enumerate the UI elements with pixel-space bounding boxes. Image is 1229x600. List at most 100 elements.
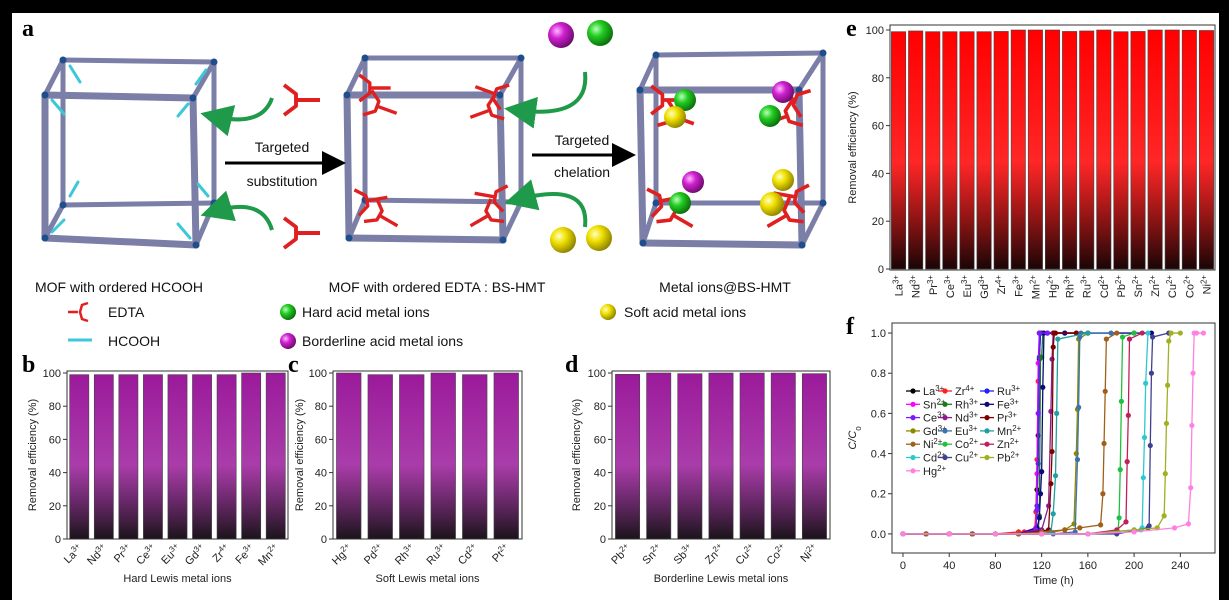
edta-ligand [766,196,804,228]
data-point [1200,330,1207,336]
data-point [1162,471,1168,477]
edta-ligand [474,184,509,213]
x-tick-label: Sn2+ [1131,275,1146,298]
y-tick-label: 40 [49,468,61,480]
data-point [1076,404,1082,410]
bar [925,31,941,270]
data-point [1062,527,1068,533]
legend-item: Hg2+ [906,463,946,478]
caption-hcooh-mof: MOF with ordered HCOOH [35,279,203,295]
legend-marker-icon [910,468,916,474]
y-tick-label: 80 [49,401,61,413]
data-point [1148,370,1155,376]
x-tick-label: Nd3+ [908,275,923,298]
plot-frame [611,370,831,540]
data-point [1114,330,1120,336]
data-point [1108,330,1114,336]
bar [1010,29,1026,270]
x-tick-label: Pb2+ [608,541,634,567]
y-tick-label: 80 [594,401,606,413]
legend-label: Ni2+ [923,437,943,452]
x-tick-label: Co2+ [1182,275,1197,298]
x-tick-label: Cu2+ [1165,275,1180,298]
hcooh-ligand [196,182,210,198]
data-point [1188,485,1194,491]
metal-node [361,54,369,62]
legend-item: Gd3+ [906,423,947,438]
x-tick-label: Cu2+ [732,541,759,568]
ion-charge: 3+ [937,410,946,419]
bar [493,372,519,540]
data-point [1185,521,1192,527]
x-tick-label: 200 [1125,560,1143,572]
edta-ligand [282,83,320,117]
legend-label: Sn2+ [923,397,946,412]
legend-marker-icon [910,415,916,421]
framework-rod [799,200,826,248]
bar [1096,29,1112,270]
data-point [1177,330,1183,336]
data-point [1146,523,1152,529]
arrow2-label-bottom: chelation [554,164,610,180]
data-point [1119,334,1126,340]
ion-symbol: Fe [1013,284,1025,297]
y-axis-label: Removal efficiency (%) [847,91,859,203]
bar [367,374,393,540]
bar-chart-d: d Pb2+Sn2+Sb3+Zn2+Cu2+Co2+ Ni2+ 0 20 40 60 80 10… [565,352,831,585]
bar [1113,31,1129,270]
ion-symbol: Nd [955,413,969,425]
series-hg [900,330,1207,537]
x-tick-label: Mn2+ [254,541,282,569]
ion-charge: 2+ [1199,275,1208,284]
legend-marker-icon [984,441,990,447]
legend-marker-icon [942,428,948,434]
framework-rod [343,91,353,242]
legend-item: Nd 3+ [938,410,978,425]
ion-charge: 3+ [1062,275,1071,284]
bar [167,374,188,540]
y-axis-label: C/C0 [847,426,863,449]
data-point [1123,519,1129,525]
x-tick-label: Sb3+ [670,541,696,567]
ion-symbol: Pr [928,284,940,295]
bar [942,31,958,270]
legend-label: Zr4+ [955,384,975,399]
metal-node [499,236,507,244]
y-tick-label: 40 [872,168,884,180]
data-point [1131,330,1137,336]
legend-item: Eu3+ [938,423,978,438]
bar [1181,29,1197,270]
framework-rod [637,52,659,93]
bar-chart-b: b La3+Nd3+Pr3+Ce3+Eu3+Gd3+Zr4+Fe3+Mn2+ 0 20… [22,352,289,585]
ion-charge: 3+ [968,423,977,432]
ion-symbol: Ni [923,439,933,451]
metal-node [798,241,806,249]
data-point [1116,515,1122,521]
ion-charge: 2+ [1045,275,1054,284]
hard-acid-ion [759,105,781,127]
ion-charge: 3+ [1079,275,1088,284]
data-point [1085,531,1091,537]
ion-symbol: Rh [1065,284,1077,298]
framework-rod [41,91,197,102]
data-point [1189,422,1195,429]
legend-label: Cu2+ [955,450,978,465]
framework-rod [41,234,200,249]
y-tick-label: 1.0 [871,328,886,340]
data-point [1050,344,1056,350]
data-point [1161,513,1167,519]
ion-symbol: Ce [923,413,937,425]
borderline-acid-ion [682,171,704,193]
bar [1198,30,1214,270]
y-tick-label: 0.8 [871,368,886,380]
legend-item: Zn2+ [980,437,1019,451]
metal-node [652,51,660,59]
legend-item: Sn2+ [906,397,946,412]
hard-acid-ion [587,20,613,46]
data-point [1190,370,1196,376]
data-point [946,531,952,537]
y-tick-label: 100 [588,368,606,380]
bar [1062,31,1078,270]
borderline-acid-ion [548,22,574,48]
x-tick-label: Ce3+ [942,275,957,298]
